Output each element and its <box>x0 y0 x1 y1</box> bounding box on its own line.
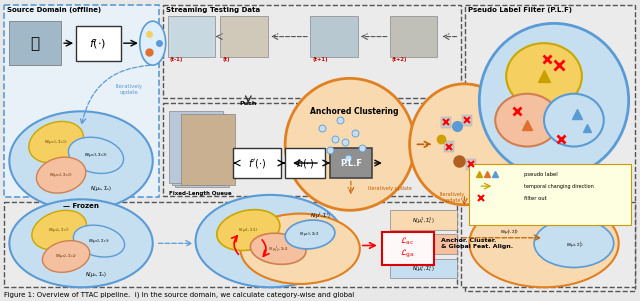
Ellipse shape <box>10 199 153 287</box>
FancyBboxPatch shape <box>4 5 159 197</box>
Ellipse shape <box>285 78 415 210</box>
Bar <box>330 147 372 178</box>
Text: Source Domain (offline): Source Domain (offline) <box>8 7 102 13</box>
Ellipse shape <box>140 21 166 65</box>
Ellipse shape <box>10 111 153 210</box>
Ellipse shape <box>196 195 345 287</box>
Text: (t): (t) <box>223 57 230 63</box>
Text: $N(\mu_{c2}^t,\Sigma_{c2})$: $N(\mu_{c2}^t,\Sigma_{c2})$ <box>268 244 289 253</box>
Ellipse shape <box>479 23 628 177</box>
Bar <box>285 147 325 178</box>
Text: — Frozen: — Frozen <box>63 203 99 209</box>
Ellipse shape <box>495 94 559 147</box>
Text: $\mathcal{L}_{\mathrm{ga}}$: $\mathcal{L}_{\mathrm{ga}}$ <box>400 248 415 260</box>
Bar <box>310 16 358 57</box>
Text: Figure 1: Overview of TTAC pipeline.  i) In the source domain, we calculate cate: Figure 1: Overview of TTAC pipeline. i) … <box>4 292 355 298</box>
Bar <box>444 141 454 152</box>
Ellipse shape <box>250 233 306 264</box>
Bar <box>10 21 61 65</box>
Ellipse shape <box>506 43 582 109</box>
Bar <box>184 122 238 194</box>
FancyBboxPatch shape <box>163 103 461 196</box>
Ellipse shape <box>74 225 125 257</box>
Text: Pseudo Label Filter (P.L.F): Pseudo Label Filter (P.L.F) <box>468 7 572 13</box>
Text: $N(\mu_t^1,\Sigma_t^1)$: $N(\mu_t^1,\Sigma_t^1)$ <box>412 215 435 225</box>
FancyBboxPatch shape <box>465 5 635 290</box>
Bar <box>180 120 236 192</box>
Text: $N(\mu_{s1},\Sigma_{s1})$: $N(\mu_{s1},\Sigma_{s1})$ <box>44 138 68 146</box>
Text: Push: Push <box>239 101 257 106</box>
Text: $N(\mu_{t1},\Sigma_{t1})$: $N(\mu_{t1},\Sigma_{t1})$ <box>238 226 259 234</box>
Text: Anchored Clustering: Anchored Clustering <box>310 107 399 116</box>
Text: $N(\mu_{s3},\Sigma_{s3})$: $N(\mu_{s3},\Sigma_{s3})$ <box>84 151 108 159</box>
Bar <box>172 113 227 185</box>
Bar <box>178 118 232 189</box>
Text: $\mathcal{L}_{\mathrm{ac}}$: $\mathcal{L}_{\mathrm{ac}}$ <box>401 235 415 247</box>
Ellipse shape <box>29 121 83 163</box>
Bar <box>390 259 458 278</box>
Bar <box>169 111 223 183</box>
Text: Streaming Testing Data: Streaming Testing Data <box>166 7 260 13</box>
Bar <box>234 147 281 178</box>
Bar <box>180 113 236 185</box>
Text: Anchor. Cluster.
& Global Feat. Align.: Anchor. Cluster. & Global Feat. Align. <box>442 238 513 249</box>
Ellipse shape <box>217 210 280 250</box>
Text: $N(\mu_t^3,\Sigma_t^3)$: $N(\mu_t^3,\Sigma_t^3)$ <box>412 263 435 274</box>
Bar <box>469 164 630 225</box>
Bar <box>76 26 121 61</box>
Text: P.L.F: P.L.F <box>340 159 362 168</box>
Ellipse shape <box>68 137 124 173</box>
Bar <box>390 234 458 254</box>
Text: pseudo label: pseudo label <box>524 172 558 176</box>
Text: $N(\mu_t,\Sigma_t^t)$: $N(\mu_t,\Sigma_t^t)$ <box>566 241 584 250</box>
FancyBboxPatch shape <box>163 5 461 98</box>
Ellipse shape <box>42 240 90 272</box>
FancyBboxPatch shape <box>4 201 458 287</box>
Text: temporal changing direction: temporal changing direction <box>524 184 594 189</box>
Ellipse shape <box>469 199 619 287</box>
Ellipse shape <box>241 214 360 284</box>
Text: $N(\mu_t^2,\Sigma_t^2)$: $N(\mu_t^2,\Sigma_t^2)$ <box>412 239 435 250</box>
Text: filter out: filter out <box>524 196 547 201</box>
Ellipse shape <box>285 220 335 249</box>
Bar <box>390 16 438 57</box>
Text: $f'(\cdot)$: $f'(\cdot)$ <box>248 157 266 169</box>
Ellipse shape <box>534 219 614 268</box>
Bar <box>390 210 458 230</box>
Bar <box>175 116 229 187</box>
Text: (t+2): (t+2) <box>392 57 407 63</box>
Ellipse shape <box>32 210 86 250</box>
Ellipse shape <box>410 84 519 205</box>
Text: $N(\mu_{c3},\Sigma_{c3})$: $N(\mu_{c3},\Sigma_{c3})$ <box>300 231 321 238</box>
Text: $h(\cdot)$: $h(\cdot)$ <box>296 157 314 169</box>
Bar <box>381 232 433 265</box>
Text: $f(\cdot)$: $f(\cdot)$ <box>90 37 107 50</box>
Text: Iteratively
update: Iteratively update <box>115 84 142 95</box>
Bar <box>442 117 451 128</box>
Text: $N(\mu_{s3},\Sigma_{s3})$: $N(\mu_{s3},\Sigma_{s3})$ <box>88 237 110 245</box>
Ellipse shape <box>544 94 604 147</box>
Text: $N(\mu_t^k,\Sigma_t^k)$: $N(\mu_t^k,\Sigma_t^k)$ <box>500 227 518 237</box>
Bar <box>462 115 472 126</box>
Text: $N(\mu_{s1},\Sigma_{s1})$: $N(\mu_{s1},\Sigma_{s1})$ <box>48 226 70 234</box>
Bar <box>10 21 61 65</box>
Text: Iteratively
update: Iteratively update <box>440 192 465 203</box>
Text: iteratively update: iteratively update <box>368 186 412 191</box>
Text: $N(\mu_{s2},\Sigma_{s2})$: $N(\mu_{s2},\Sigma_{s2})$ <box>55 253 77 260</box>
Text: 🏙: 🏙 <box>31 36 40 51</box>
Bar <box>168 16 216 57</box>
Text: (t+1): (t+1) <box>312 57 328 63</box>
Text: $N(\mu_s,\Sigma_s)$: $N(\mu_s,\Sigma_s)$ <box>85 270 107 278</box>
Bar <box>467 159 476 170</box>
Text: (t-1): (t-1) <box>170 57 183 63</box>
Text: $N(\mu_s,\Sigma_s)$: $N(\mu_s,\Sigma_s)$ <box>90 184 112 193</box>
FancyBboxPatch shape <box>461 201 635 287</box>
Text: Fixed-Length Queue: Fixed-Length Queue <box>169 191 232 196</box>
Ellipse shape <box>36 157 86 193</box>
Text: $N(\mu_{s2},\Sigma_{s2})$: $N(\mu_{s2},\Sigma_{s2})$ <box>49 171 73 179</box>
Text: $N(\mu^t,\Sigma^t)$: $N(\mu^t,\Sigma^t)$ <box>310 211 330 221</box>
Bar <box>220 16 268 57</box>
